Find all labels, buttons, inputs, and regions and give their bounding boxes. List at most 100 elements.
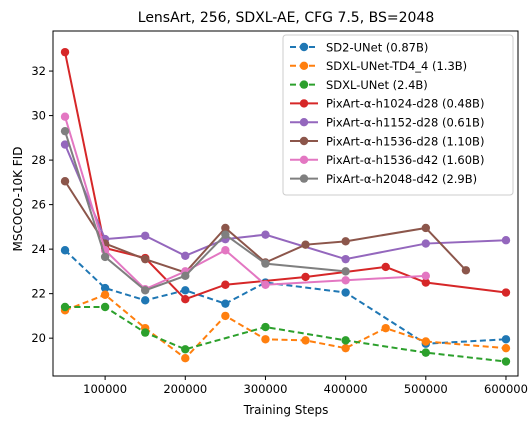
data-point xyxy=(301,240,310,249)
data-point xyxy=(421,348,431,357)
series-2 xyxy=(60,290,511,363)
series-line xyxy=(65,306,507,363)
y-tick-label: 20 xyxy=(31,331,46,345)
legend-item: PixArt-α-h1152-d28 (0.61B) xyxy=(290,116,484,130)
legend-label: SD2-UNet (0.87B) xyxy=(326,40,428,54)
data-point xyxy=(181,345,190,354)
data-point xyxy=(100,302,110,312)
data-point xyxy=(341,343,350,353)
x-tick-label: 300000 xyxy=(244,382,288,396)
data-point xyxy=(100,290,110,299)
data-point xyxy=(60,302,70,312)
data-point xyxy=(60,246,70,255)
data-point xyxy=(221,299,230,308)
data-point xyxy=(501,343,511,353)
data-point xyxy=(381,323,390,333)
series-lines xyxy=(60,47,511,366)
data-point xyxy=(301,272,310,282)
legend-label: PixArt-α-h1536-d42 (1.60B) xyxy=(326,153,484,167)
legend-item: PixArt-α-h1536-d42 (1.60B) xyxy=(290,153,484,167)
data-point xyxy=(261,322,270,332)
x-tick-label: 400000 xyxy=(324,382,368,396)
data-point xyxy=(181,353,190,363)
data-point xyxy=(140,296,150,305)
data-point xyxy=(341,254,350,264)
y-tick-label: 26 xyxy=(31,198,46,212)
data-point xyxy=(261,280,270,289)
data-point xyxy=(421,337,431,346)
data-point xyxy=(381,262,390,272)
y-tick-label: 28 xyxy=(31,153,46,167)
series-8 xyxy=(60,126,350,295)
y-tick-label: 32 xyxy=(31,64,46,78)
data-point xyxy=(60,112,70,121)
data-point xyxy=(181,286,190,295)
x-tick-label: 600000 xyxy=(484,382,528,396)
y-tick-label: 30 xyxy=(31,109,46,123)
x-tick-label: 200000 xyxy=(163,382,207,396)
legend-swatch-marker xyxy=(299,42,309,52)
legend-label: PixArt-α-h1152-d28 (0.61B) xyxy=(326,116,484,130)
data-point xyxy=(341,267,350,276)
legend-swatch-marker xyxy=(299,174,309,183)
series-line xyxy=(64,116,426,291)
legend-label: PixArt-α-h2048-d42 (2.9B) xyxy=(326,172,477,186)
data-point xyxy=(140,286,150,295)
data-point xyxy=(421,239,431,248)
legend-label: PixArt-α-h1024-d28 (0.48B) xyxy=(326,97,484,111)
legend-swatch-marker xyxy=(299,80,309,89)
data-point xyxy=(221,230,230,239)
legend-swatch-marker xyxy=(299,136,309,146)
y-tick-label: 22 xyxy=(31,287,46,301)
axis-ticks: 100000 200000 300000 400000 500000 600000 20 22… xyxy=(31,64,528,396)
legend-swatch-marker xyxy=(299,118,309,127)
y-axis-label: MSCOCO-10K FID xyxy=(11,147,25,252)
legend-swatch-marker xyxy=(299,61,309,70)
data-point xyxy=(501,357,511,366)
legend-label: PixArt-α-h1536-d28 (1.10B) xyxy=(326,134,484,148)
data-point xyxy=(341,237,350,246)
data-point xyxy=(221,311,230,321)
legend-label: SDXL-UNet-TD4_4 (1.3B) xyxy=(326,59,467,73)
data-point xyxy=(261,335,270,344)
data-point xyxy=(140,328,150,337)
y-tick-label: 24 xyxy=(31,242,46,256)
data-point xyxy=(261,230,270,239)
data-point xyxy=(501,236,511,245)
data-point xyxy=(261,259,270,268)
series-5 xyxy=(60,140,511,264)
data-point xyxy=(341,336,350,345)
legend-swatch-marker xyxy=(299,155,309,164)
legend-item: PixArt-α-h1536-d28 (1.10B) xyxy=(290,134,484,148)
legend-item: SD2-UNet (0.87B) xyxy=(290,40,428,54)
data-point xyxy=(60,126,70,136)
legend-box xyxy=(282,34,514,196)
data-point xyxy=(501,335,511,344)
data-point xyxy=(181,271,190,281)
data-point xyxy=(181,251,190,261)
legend-item: PixArt-α-h1024-d28 (0.48B) xyxy=(290,97,484,111)
data-point xyxy=(60,177,70,186)
data-point xyxy=(140,231,150,240)
series-line xyxy=(64,180,467,274)
data-point xyxy=(301,336,310,345)
x-axis-label: Training Steps xyxy=(243,403,329,417)
chart-title: LensArt, 256, SDXL-AE, CFG 7.5, BS=2048 xyxy=(138,10,434,26)
data-point xyxy=(461,266,471,275)
data-point xyxy=(181,295,190,304)
data-point xyxy=(421,271,431,281)
data-point xyxy=(221,280,230,289)
x-tick-label: 100000 xyxy=(83,382,127,396)
series-3 xyxy=(60,302,511,366)
data-point xyxy=(221,246,230,255)
data-point xyxy=(60,47,70,57)
legend: SD2-UNet (0.87B) SDXL-UNet-TD4_4 (1.3B) SD… xyxy=(282,34,514,196)
legend-item: PixArt-α-h2048-d42 (2.9B) xyxy=(290,172,477,186)
legend-label: SDXL-UNet (2.4B) xyxy=(326,78,428,92)
data-point xyxy=(100,252,110,262)
data-point xyxy=(60,140,70,149)
legend-item: SDXL-UNet (2.4B) xyxy=(290,78,428,92)
data-point xyxy=(140,254,150,264)
series-line xyxy=(64,249,507,345)
